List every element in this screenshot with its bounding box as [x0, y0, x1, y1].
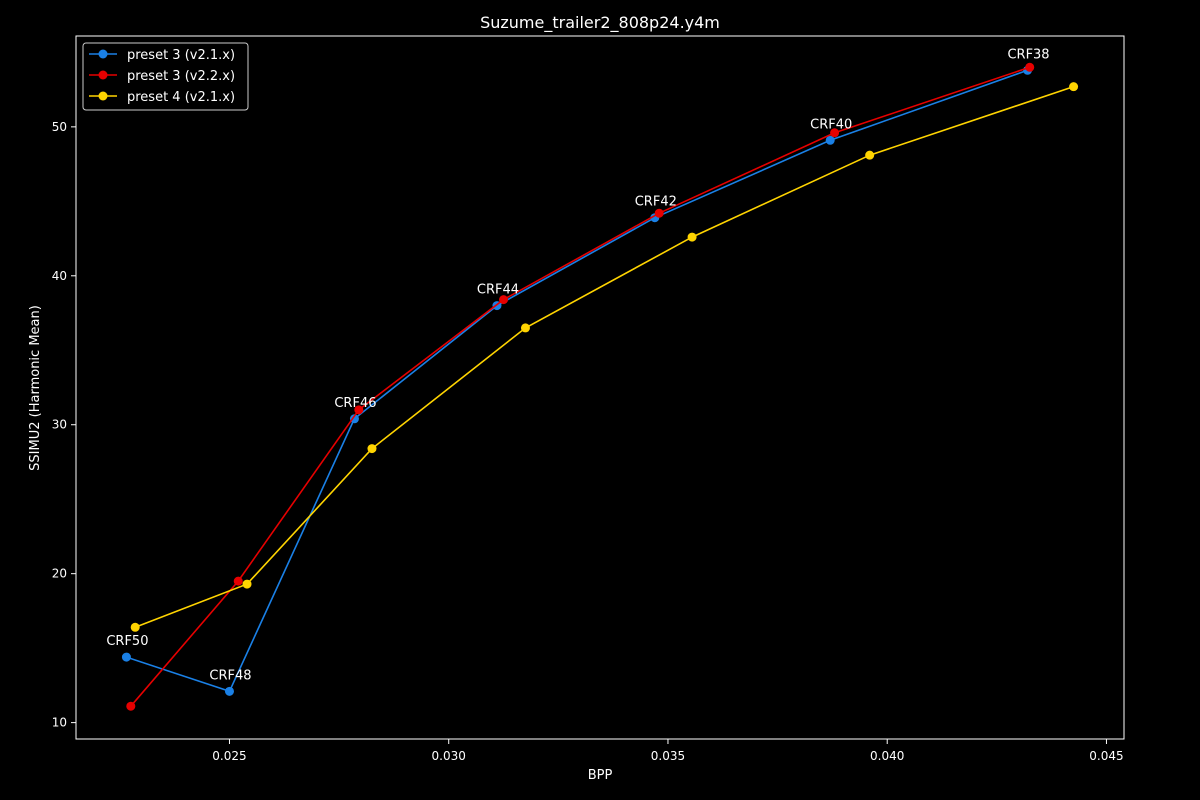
data-point: [242, 579, 252, 589]
data-point: [349, 414, 359, 424]
y-tick-label: 10: [52, 716, 67, 730]
x-tick-label: 0.025: [212, 749, 246, 763]
data-point: [825, 135, 835, 145]
legend-label: preset 3 (v2.1.x): [127, 48, 235, 63]
data-point: [499, 295, 509, 305]
data-point: [354, 405, 364, 415]
x-tick-label: 0.040: [870, 749, 904, 763]
annotation-layer: CRF50 CRF48 CRF46 CRF44 CRF42 CRF40 CRF38: [106, 47, 1049, 683]
crf-annotation: CRF44: [477, 283, 519, 298]
data-point: [224, 686, 234, 696]
data-point: [865, 150, 875, 160]
crf-annotation: CRF46: [334, 396, 376, 411]
y-axis-label: SSIMU2 (Harmonic Mean): [28, 305, 43, 471]
legend: preset 3 (v2.1.x) preset 3 (v2.2.x) preset…: [82, 42, 249, 111]
legend-marker: [98, 91, 108, 101]
data-point: [1025, 62, 1035, 72]
chart-title: Suzume_trailer2_808p24.y4m: [480, 13, 720, 33]
series-layer: [121, 62, 1079, 711]
data-point: [126, 701, 136, 711]
y-tick-label: 30: [52, 418, 67, 432]
series-line: [126, 69, 1028, 693]
series-3: [130, 82, 1079, 632]
legend-marker: [98, 70, 108, 80]
crf-annotation: CRF42: [635, 195, 677, 210]
legend-box: [82, 42, 249, 111]
x-axis-ticks: 0.025 0.030 0.035 0.040 0.045: [212, 739, 1124, 763]
data-point: [520, 323, 530, 333]
data-point: [1069, 82, 1079, 92]
series-1: [121, 65, 1033, 696]
crf-annotation: CRF48: [209, 668, 251, 683]
crf-annotation: CRF50: [106, 634, 148, 649]
data-point: [367, 444, 377, 454]
legend-label: preset 3 (v2.2.x): [127, 69, 235, 84]
data-point: [654, 208, 664, 218]
data-point: [687, 232, 697, 242]
series-2: [126, 62, 1035, 711]
data-point: [130, 622, 140, 632]
y-tick-label: 40: [52, 269, 67, 283]
data-point: [233, 576, 243, 586]
y-axis-ticks: 10 20 30 40 50: [52, 120, 76, 730]
legend-label: preset 4 (v2.1.x): [127, 90, 235, 105]
series-line: [134, 85, 1074, 629]
x-tick-label: 0.030: [432, 749, 466, 763]
crf-annotation: CRF40: [810, 117, 852, 132]
data-point: [830, 128, 840, 138]
y-tick-label: 50: [52, 120, 67, 134]
series-line: [130, 66, 1030, 707]
y-tick-label: 20: [52, 567, 67, 581]
legend-marker: [98, 49, 108, 59]
crf-annotation: CRF38: [1007, 47, 1049, 62]
x-axis-label: BPP: [588, 768, 613, 783]
x-tick-label: 0.045: [1089, 749, 1123, 763]
x-tick-label: 0.035: [651, 749, 685, 763]
plot-area-frame: [75, 35, 1125, 740]
data-point: [121, 652, 131, 662]
